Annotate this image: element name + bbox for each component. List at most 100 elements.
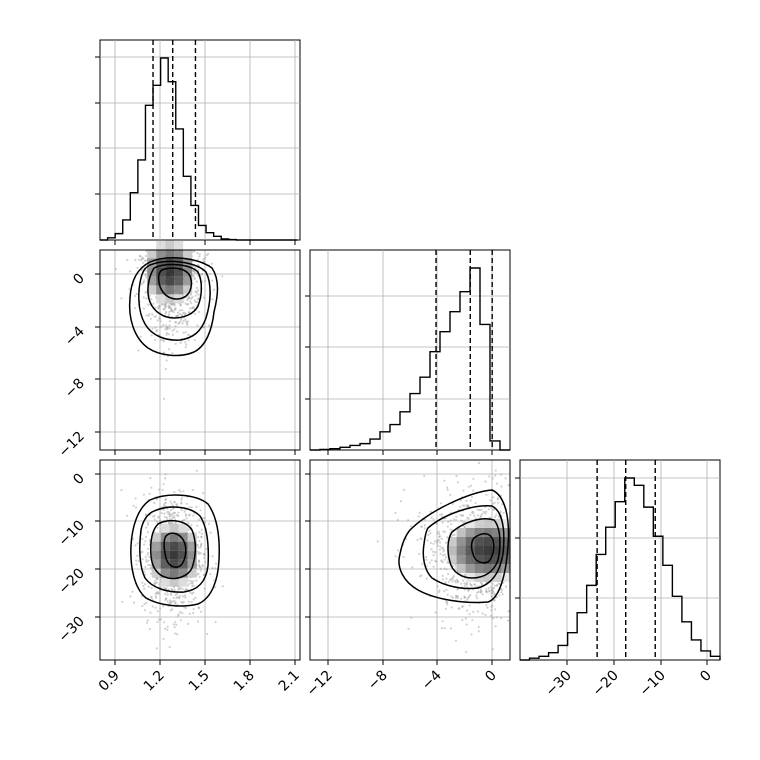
density-cell (156, 249, 166, 259)
density-cell (492, 546, 502, 555)
scatter-point (165, 587, 168, 590)
scatter-point (193, 270, 196, 273)
density-cell (178, 532, 188, 542)
scatter-point (176, 311, 180, 314)
scatter-point (500, 591, 503, 594)
scatter-point (168, 602, 171, 605)
scatter-point (160, 511, 163, 515)
scatter-point (161, 488, 164, 491)
scatter-point (191, 584, 194, 588)
scatter-point (178, 313, 181, 316)
scatter-point (185, 320, 188, 324)
scatter-point (150, 595, 153, 599)
contour-lines (398, 489, 510, 604)
scatter-point (176, 633, 179, 636)
scatter-point (153, 582, 156, 585)
density-cell (483, 519, 493, 528)
scatter-point (444, 581, 447, 584)
scatter-point (402, 556, 405, 559)
scatter-point (166, 325, 169, 329)
scatter-point (190, 302, 193, 305)
density-cell (169, 541, 179, 551)
scatter-point (498, 583, 501, 586)
scatter-point (467, 588, 470, 592)
scatter-point (196, 298, 200, 301)
scatter-point (191, 296, 194, 299)
scatter-point (471, 619, 474, 622)
scatter-point (500, 617, 503, 620)
scatter-point (170, 310, 174, 313)
scatter-point (174, 308, 177, 311)
scatter-point (135, 292, 138, 296)
gridlines (100, 250, 300, 450)
scatter-point (456, 580, 459, 583)
scatter-point (163, 502, 166, 505)
scatter-point (141, 550, 144, 553)
scatter-point (163, 586, 166, 589)
scatter-point (155, 520, 159, 523)
scatter-point (182, 312, 185, 315)
scatter-point (191, 592, 194, 595)
scatter-point (196, 550, 199, 553)
scatter-point (180, 502, 183, 505)
scatter-point (405, 537, 408, 540)
scatter-point (187, 622, 190, 626)
scatter-point (173, 303, 176, 306)
density-cell (165, 276, 175, 286)
scatter-point (162, 351, 166, 354)
scatter-point (197, 289, 200, 292)
scatter-point (477, 590, 480, 593)
scatter-point (183, 311, 186, 314)
scatter-point (201, 273, 204, 276)
scatter-point (126, 514, 129, 517)
scatter-point (167, 306, 170, 309)
scatter-point (155, 581, 158, 584)
scatter-point (476, 508, 479, 511)
scatter-point (186, 323, 189, 326)
density-cell (474, 564, 484, 573)
scatter-point (485, 493, 488, 496)
scatter-point (162, 340, 165, 343)
scatter-point (136, 554, 139, 557)
scatter-point (198, 561, 201, 564)
scatter-point (212, 288, 215, 291)
scatter-point (194, 312, 197, 315)
scatter-point (443, 567, 446, 570)
scatter-point (436, 544, 440, 547)
scatter-point (455, 578, 459, 581)
scatter-point (148, 294, 151, 297)
scatter-point (197, 546, 200, 549)
scatter-point (496, 501, 500, 504)
density-cell (183, 276, 193, 286)
scatter-point (199, 543, 202, 547)
scatter-point (180, 498, 183, 502)
scatter-point (184, 514, 188, 517)
histogram-step-line (520, 477, 721, 661)
scatter-point (150, 298, 153, 301)
scatter-point (164, 324, 167, 327)
scatter-point (149, 564, 152, 567)
contour-lines (128, 257, 219, 357)
density-cell (169, 523, 179, 533)
scatter-point (164, 598, 167, 602)
scatter-point (114, 267, 117, 271)
scatter-point (155, 592, 158, 595)
gridlines (520, 460, 720, 660)
scatter-point (163, 302, 166, 306)
scatter-point (461, 618, 464, 622)
scatter-point (490, 588, 493, 591)
scatter-point (441, 513, 444, 516)
scatter-point (177, 511, 180, 514)
scatter-point (467, 505, 470, 508)
scatter-point (142, 261, 145, 264)
scatter-point (440, 537, 443, 541)
density-cell (169, 559, 179, 569)
scatter-point (137, 349, 140, 352)
scatter-point (147, 585, 150, 588)
scatter-point (416, 538, 419, 542)
scatter-point (457, 607, 460, 610)
scatter-point (166, 326, 169, 329)
scatter-point (192, 607, 195, 611)
scatter-point (175, 315, 178, 318)
scatter-point (171, 608, 174, 611)
